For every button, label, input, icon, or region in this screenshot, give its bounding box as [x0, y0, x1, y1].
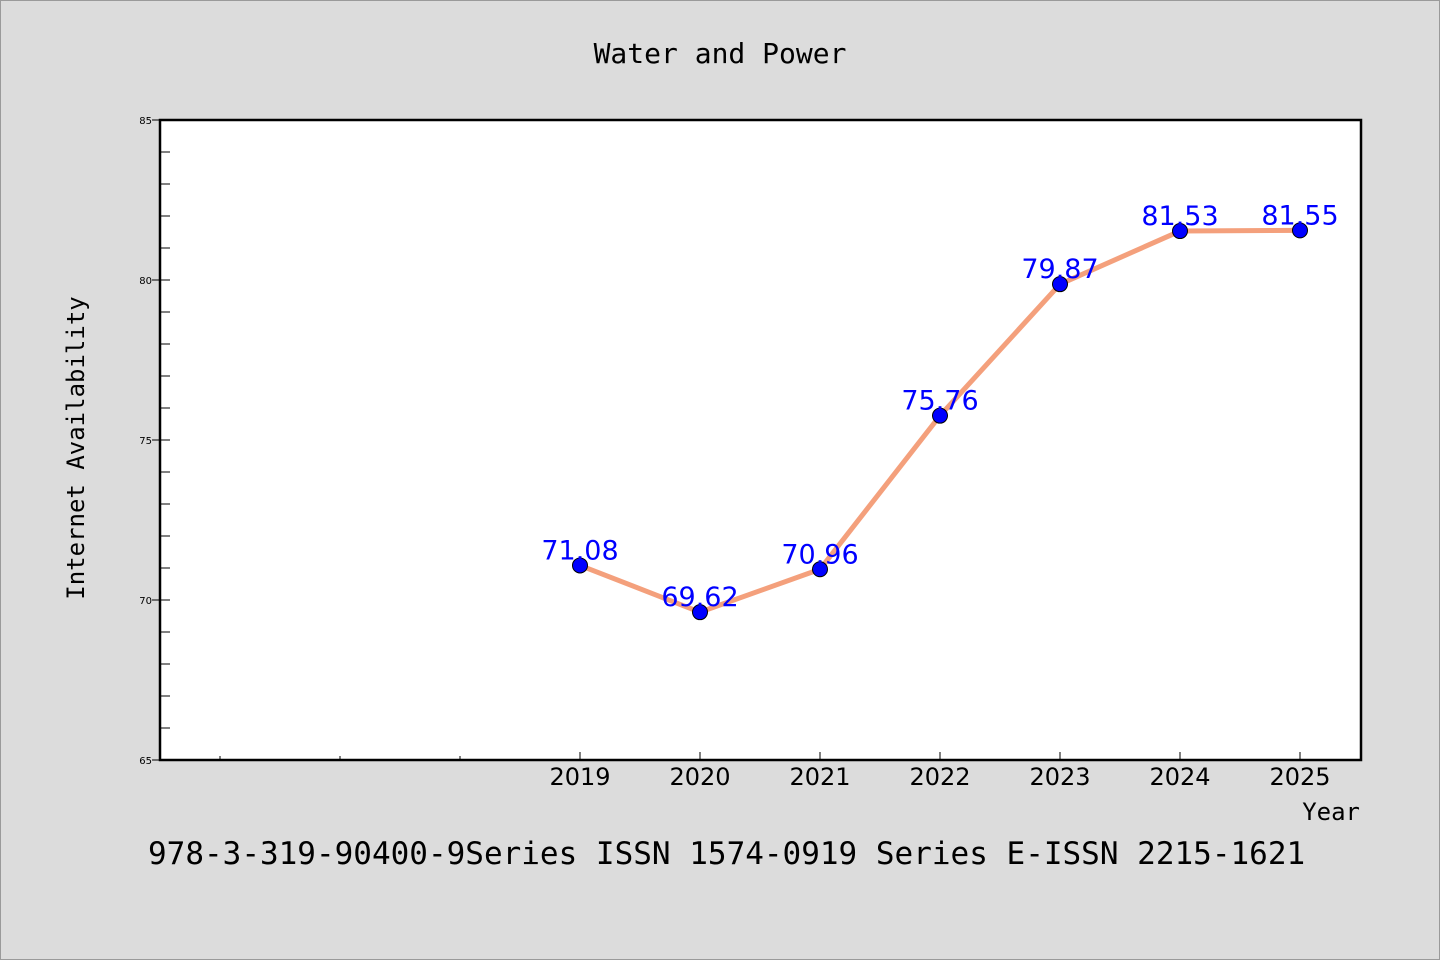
y-tick-label: 70	[139, 596, 152, 607]
data-point	[572, 557, 588, 574]
y-tick-label: 65	[139, 756, 152, 767]
x-axis-label: Year	[1302, 798, 1360, 826]
data-point	[1292, 222, 1308, 239]
data-point	[1052, 276, 1068, 293]
y-axis-label: Internet Availability	[62, 296, 90, 599]
x-tick-label: 2019	[549, 763, 610, 791]
data-label: 69.62	[661, 582, 738, 613]
data-point	[1172, 223, 1188, 240]
data-point	[932, 407, 948, 424]
y-tick-label: 75	[139, 436, 152, 447]
x-tick-label: 2020	[669, 763, 730, 791]
data-label: 70.96	[781, 539, 858, 570]
x-tick-label: 2025	[1269, 763, 1330, 791]
plot-area	[158, 118, 1363, 762]
chart-title: Water and Power	[594, 37, 847, 70]
x-axis: 2019 2020 2021 2022 2023 2024 2025	[219, 752, 1331, 791]
data-label: 79.87	[1021, 254, 1098, 285]
x-tick-label: 2023	[1029, 763, 1090, 791]
y-tick-label: 85	[139, 116, 152, 127]
x-tick-label: 2022	[909, 763, 970, 791]
data-label: 81.55	[1261, 200, 1338, 231]
series-line-group	[572, 222, 1308, 621]
x-tick-label: 2024	[1149, 763, 1210, 791]
y-axis: 65 70 75 80 85	[139, 116, 170, 767]
data-label: 71.08	[541, 535, 618, 566]
data-point	[692, 604, 708, 621]
data-label: 81.53	[1141, 201, 1218, 232]
data-labels: 71.08 69.62 70.96 75.76 79.87 81.53 81.55	[541, 200, 1338, 613]
footer-text: 978-3-319-90400-9Series ISSN 1574-0919 S…	[148, 836, 1305, 872]
data-label: 75.76	[901, 386, 978, 417]
y-tick-label: 80	[139, 276, 152, 287]
x-tick-label: 2021	[789, 763, 850, 791]
data-point	[812, 561, 828, 578]
